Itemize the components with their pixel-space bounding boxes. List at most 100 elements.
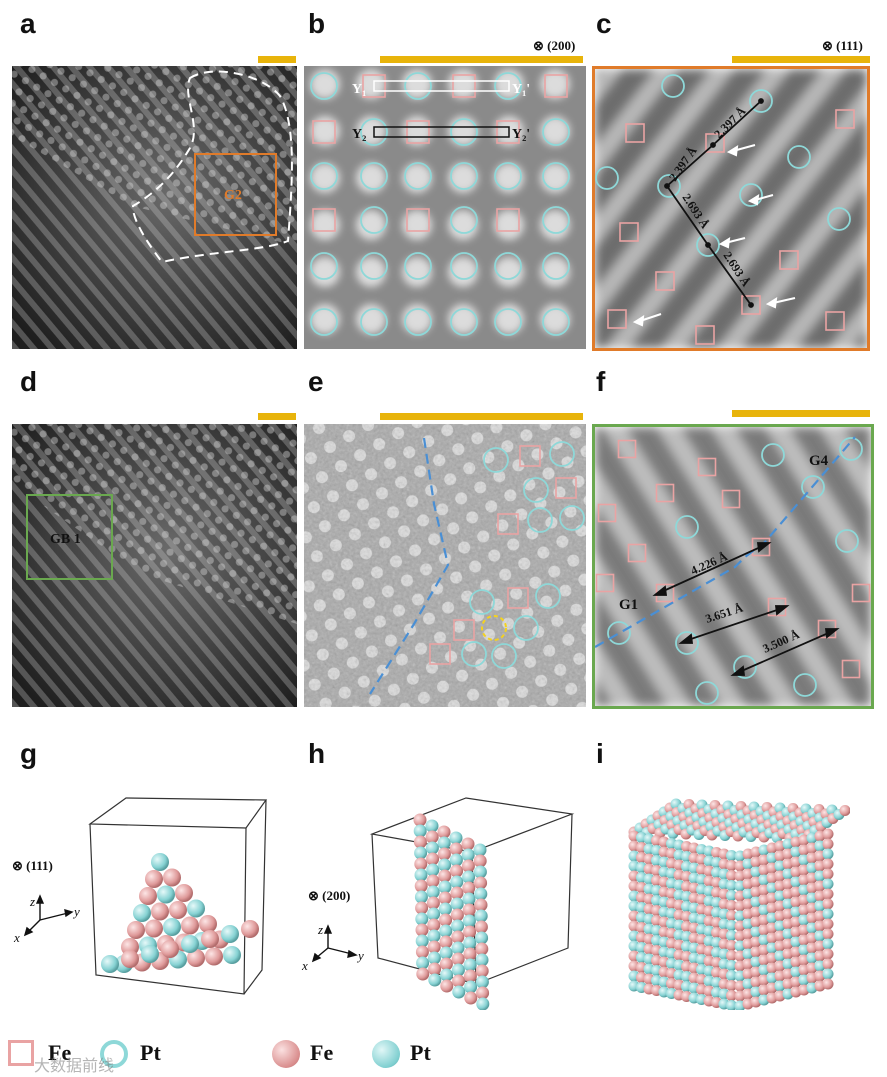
panel-label-f: f — [596, 366, 606, 397]
fe-atom — [451, 952, 465, 966]
fe-marker — [619, 222, 639, 242]
fe-atom — [822, 888, 834, 900]
fe-atom — [415, 901, 429, 915]
fe-atom — [413, 813, 427, 827]
pt-atom — [450, 875, 464, 889]
fe-marker — [851, 583, 871, 603]
fe-marker — [705, 133, 725, 153]
fe-marker — [507, 587, 529, 609]
fe-atom — [726, 900, 737, 911]
legend-fe-sphere-icon — [272, 1040, 300, 1068]
otimes-icon: ⊗ — [822, 38, 833, 53]
hrtem-panel-b: Y₁ Y₁' Y₂ Y₂' — [304, 66, 586, 349]
pt-atom — [726, 960, 737, 971]
pt-atom — [426, 885, 440, 899]
fe-atom — [139, 887, 157, 905]
pt-atom — [439, 946, 453, 960]
fe-marker — [519, 445, 541, 467]
pt-marker — [360, 162, 388, 190]
pt-marker — [542, 206, 570, 234]
pt-marker — [404, 252, 432, 280]
fe-atom — [450, 908, 464, 922]
pt-marker — [535, 583, 561, 609]
scale-bar-d — [258, 413, 296, 420]
fe-atom — [145, 919, 163, 938]
pt-marker — [461, 641, 487, 667]
pt-marker — [549, 441, 575, 467]
pt-atom — [151, 853, 169, 871]
panel-label-d: d — [20, 366, 38, 397]
panel-label-a: a — [20, 8, 36, 39]
fe-atom — [163, 868, 181, 887]
pt-marker — [404, 162, 432, 190]
zone-axis-g: ⊗ (111) — [12, 858, 53, 873]
fe-marker — [655, 483, 675, 503]
fe-marker — [362, 74, 386, 98]
fe-marker — [429, 643, 451, 665]
pt-atom — [462, 892, 476, 906]
pt-atom — [726, 850, 737, 861]
axis-label-y-h: y — [356, 948, 364, 963]
scale-bar-a — [258, 56, 296, 63]
fe-atom — [169, 901, 187, 919]
fe-marker — [312, 208, 336, 232]
pt-atom — [439, 924, 453, 938]
fe-marker — [825, 311, 845, 331]
hrtem-panel-c: 2.397 Å 2.397 Å 2.693 Å 2.693 Å — [592, 66, 870, 351]
pt-atom — [461, 848, 475, 862]
pt-atom — [726, 920, 737, 931]
fe-atom — [416, 967, 430, 981]
fe-atom — [726, 990, 737, 1001]
pt-marker — [404, 308, 432, 336]
zone-axis-c: ⊗ (111) — [822, 38, 863, 53]
fe-atom — [474, 898, 488, 912]
pt-atom — [415, 934, 429, 948]
pt-atom — [141, 945, 159, 963]
pt-atom — [221, 925, 239, 943]
scale-bar-e — [380, 413, 583, 420]
pt-atom — [415, 912, 429, 926]
line-label-y2p: Y₂' — [512, 127, 530, 142]
pt-marker — [513, 615, 539, 641]
fe-atom — [438, 891, 452, 905]
grain-label-g4: G4 — [809, 453, 829, 469]
pt-marker — [450, 206, 478, 234]
pt-marker — [491, 643, 517, 669]
pt-marker — [695, 681, 719, 705]
fe-atom — [450, 864, 464, 878]
pt-marker — [310, 72, 338, 100]
fe-atom — [839, 805, 850, 816]
pt-atom — [223, 946, 241, 964]
pt-marker — [494, 162, 522, 190]
fe-marker — [452, 74, 476, 98]
pt-atom — [726, 890, 737, 901]
legend-pt-circle-icon — [100, 1040, 128, 1068]
pt-atom — [101, 955, 119, 973]
fe-marker — [453, 619, 475, 641]
model-panel-g: z y x — [0, 770, 300, 1010]
pt-atom — [157, 885, 175, 904]
fe-atom — [726, 870, 737, 881]
hrtem-panel-f: 4.226 Å 3.651 Å 3.500 Å G4 G1 — [592, 424, 874, 709]
pt-atom — [475, 975, 489, 989]
pt-atom — [413, 824, 427, 838]
fe-atom — [426, 852, 440, 866]
pt-marker — [607, 621, 631, 645]
fe-atom — [452, 974, 466, 988]
pt-marker — [835, 529, 859, 553]
fe-atom — [476, 986, 490, 1000]
pt-atom — [133, 904, 151, 922]
fe-marker — [655, 271, 675, 291]
legend-fe-label: Fe — [48, 1040, 72, 1065]
fe-marker — [555, 477, 577, 499]
pt-atom — [475, 953, 489, 967]
pt-atom — [822, 968, 834, 980]
pt-atom — [463, 936, 477, 950]
line-label-y1p: Y₁' — [512, 82, 530, 97]
fe-atom — [822, 828, 834, 840]
pt-atom — [187, 899, 205, 918]
line-label-y2: Y₂ — [352, 127, 366, 142]
zone-axis-h: ⊗ (200) — [308, 888, 351, 903]
pt-marker — [675, 515, 699, 539]
fe-atom — [201, 930, 219, 948]
